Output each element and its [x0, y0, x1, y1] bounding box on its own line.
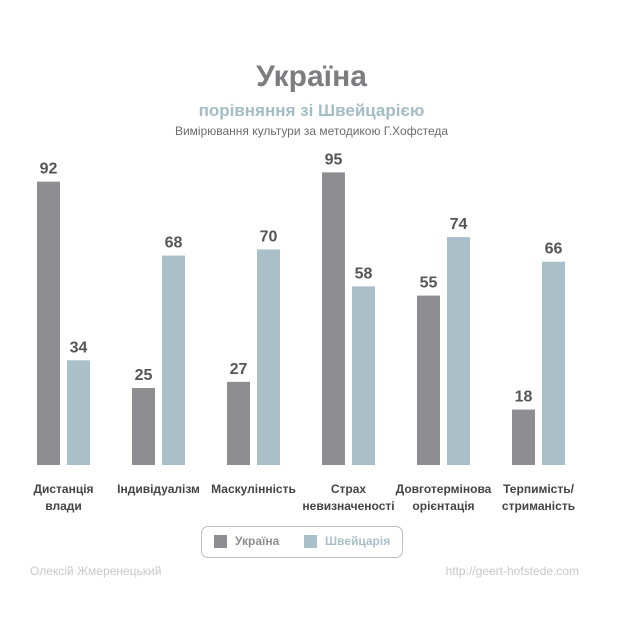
value-label-ukraine-0: 92 — [40, 161, 58, 178]
bar-ukraine-2 — [227, 381, 250, 465]
category-label-4: Довготермінова — [396, 482, 492, 496]
value-label-ukraine-4: 55 — [420, 275, 438, 292]
category-label-3: невизначеності — [302, 499, 394, 513]
value-label-switzerland-0: 34 — [70, 339, 88, 356]
value-label-ukraine-2: 27 — [230, 361, 248, 378]
bar-switzerland-2 — [257, 249, 280, 465]
category-label-0: влади — [45, 499, 82, 513]
bar-ukraine-1 — [132, 388, 155, 465]
category-label-3: Страх — [331, 482, 367, 496]
value-label-ukraine-5: 18 — [515, 389, 533, 406]
value-label-ukraine-1: 25 — [135, 367, 153, 384]
category-label-1: Індивідуалізм — [117, 482, 200, 496]
value-label-switzerland-4: 74 — [450, 216, 468, 233]
legend-swatch-ukraine — [214, 534, 227, 548]
bar-switzerland-0 — [67, 360, 90, 465]
source-link[interactable]: http://geert-hofstede.com — [445, 564, 579, 578]
legend-item-switzerland: Швейцарія — [304, 534, 390, 548]
bar-switzerland-5 — [542, 261, 565, 465]
legend-label-ukraine: Україна — [235, 534, 280, 548]
legend-item-ukraine: Україна — [214, 534, 279, 548]
value-label-switzerland-5: 66 — [545, 241, 563, 258]
author-credit: Олексій Жмеренецький — [30, 564, 162, 578]
bar-ukraine-3 — [322, 172, 345, 465]
value-label-switzerland-3: 58 — [355, 265, 373, 282]
value-label-switzerland-1: 68 — [165, 235, 183, 252]
category-label-5: стриманість — [502, 499, 575, 513]
bar-ukraine-5 — [512, 409, 535, 465]
category-label-0: Дистанція — [33, 482, 93, 496]
category-label-4: орієнтація — [412, 499, 474, 513]
category-label-2: Маскулінність — [211, 482, 296, 496]
bar-switzerland-4 — [447, 237, 470, 465]
legend: Україна Швейцарія — [201, 526, 403, 558]
category-label-5: Терпимість/ — [503, 482, 575, 496]
legend-label-switzerland: Швейцарія — [325, 534, 391, 548]
chart-subtitle: порівняння зі Швейцарією — [198, 101, 425, 120]
bar-switzerland-3 — [352, 286, 375, 465]
value-label-ukraine-3: 95 — [325, 151, 343, 168]
chart-description: Вимірювання культури за методикою Г.Хофс… — [174, 124, 449, 138]
legend-swatch-switzerland — [304, 534, 317, 548]
bar-ukraine-0 — [37, 181, 60, 465]
bar-ukraine-4 — [417, 295, 440, 465]
value-label-switzerland-2: 70 — [260, 228, 278, 245]
bar-switzerland-1 — [162, 255, 185, 465]
chart-title: Україна — [256, 60, 367, 93]
